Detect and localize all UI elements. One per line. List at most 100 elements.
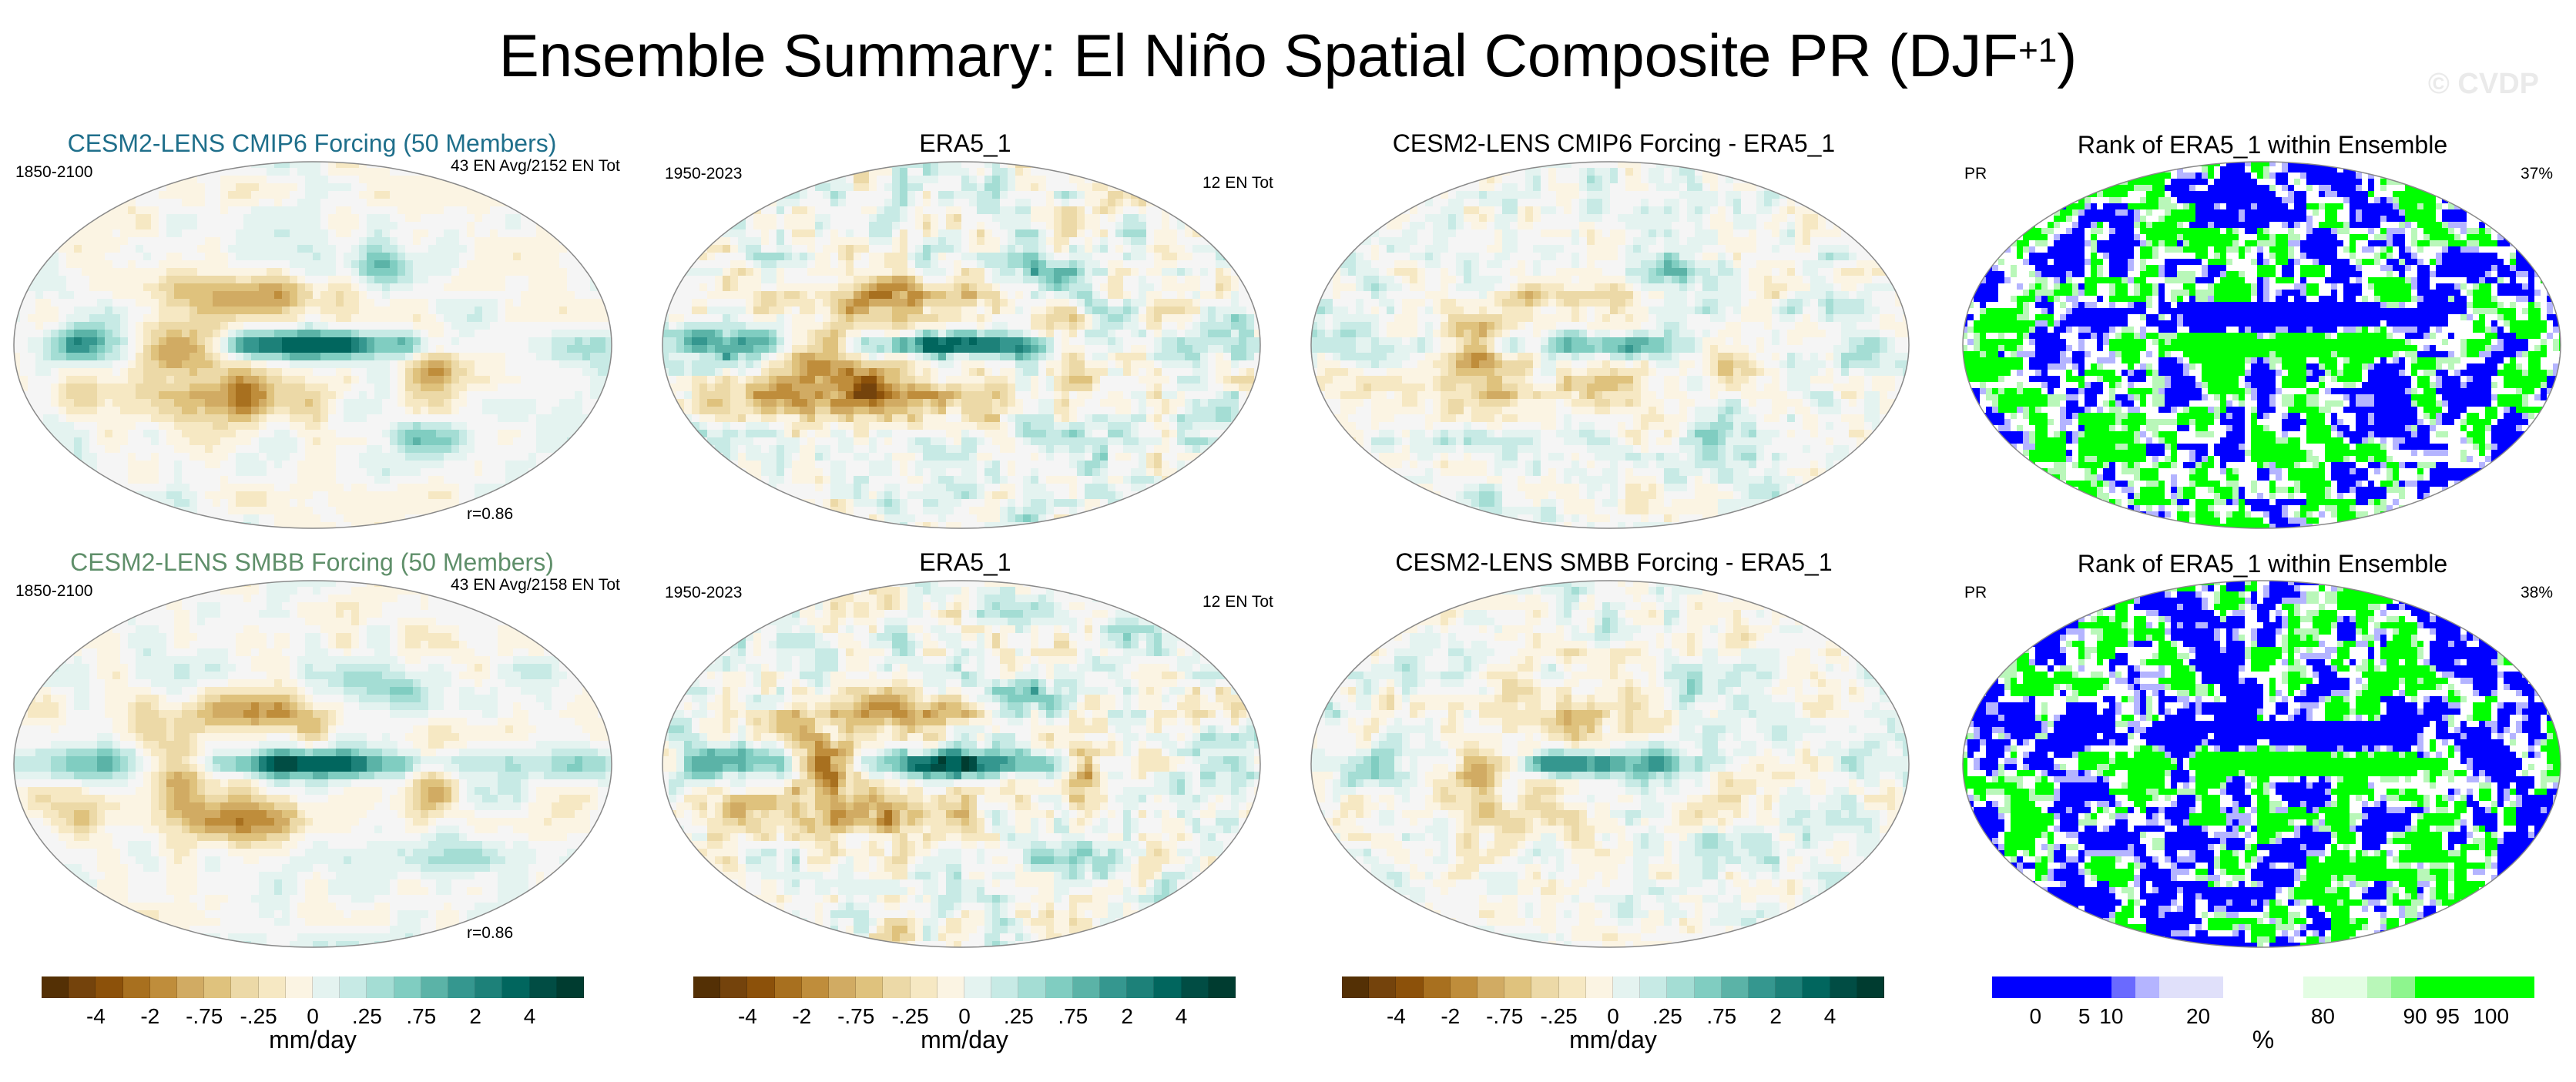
map-cell <box>528 445 537 454</box>
map-cell <box>367 414 375 423</box>
map-cell <box>82 214 90 223</box>
map-cell <box>259 499 267 508</box>
map-cell <box>961 330 970 338</box>
map-cell <box>328 276 337 284</box>
map-cell <box>984 353 993 361</box>
map-cell <box>305 376 314 384</box>
map-cell <box>1077 368 1085 377</box>
map-cell <box>1131 322 1139 330</box>
map-cell <box>290 314 298 323</box>
map-cell <box>351 430 360 438</box>
map-cell <box>1085 214 1093 223</box>
map-cell <box>590 268 599 276</box>
map-cell <box>938 314 947 323</box>
map-cell <box>823 307 831 315</box>
map-cell <box>182 430 190 438</box>
map-cell <box>931 199 939 207</box>
map-cell <box>1192 307 1201 315</box>
pattern-correlation: r=0.86 <box>467 505 513 524</box>
map-cell <box>1185 345 1193 353</box>
map-cell <box>274 360 283 369</box>
map-cell <box>74 414 82 423</box>
map-cell <box>182 299 190 307</box>
map-cell <box>954 183 962 192</box>
map-cell <box>1169 368 1178 377</box>
map-cell <box>413 414 421 423</box>
map-cell <box>1185 353 1193 361</box>
map-cell <box>900 168 908 176</box>
map-cell <box>730 360 739 369</box>
map-cell <box>838 199 847 207</box>
map-cell <box>1046 176 1055 184</box>
map-cell <box>197 453 206 461</box>
map-cell <box>390 476 398 484</box>
map-cell <box>1038 291 1047 300</box>
map-cell <box>97 468 106 477</box>
map-cell <box>413 268 421 276</box>
map-cell <box>1023 376 1031 384</box>
map-cell <box>1077 345 1085 353</box>
map-cell <box>746 337 754 346</box>
map-cell <box>213 453 221 461</box>
map-cell <box>1231 368 1239 377</box>
map-cell <box>143 453 152 461</box>
map-cell <box>575 268 583 276</box>
map-cell <box>954 283 962 292</box>
map-cell <box>213 376 221 384</box>
map-cell <box>259 514 267 523</box>
map-cell <box>846 345 854 353</box>
map-cell <box>938 376 947 384</box>
map-cell <box>413 307 421 315</box>
map-cell <box>236 368 244 377</box>
map-cell <box>166 391 175 400</box>
map-cell <box>854 276 862 284</box>
map-cell <box>490 430 498 438</box>
map-cell <box>82 368 90 377</box>
map-cell <box>66 307 75 315</box>
map-cell <box>166 484 175 492</box>
map-cell <box>552 353 560 361</box>
map-cell <box>205 253 213 261</box>
map-cell <box>761 283 770 292</box>
map-cell <box>931 283 939 292</box>
map-cell <box>274 514 283 523</box>
map-cell <box>120 368 129 377</box>
map-cell <box>267 268 275 276</box>
map-cell <box>723 322 731 330</box>
map-cell <box>467 384 475 392</box>
map-cell <box>174 314 183 323</box>
map-cell <box>413 368 421 377</box>
map-cell <box>251 522 260 528</box>
map-cell <box>521 368 529 377</box>
map-cell <box>582 330 591 338</box>
map-cell <box>128 330 136 338</box>
map-cell <box>305 345 314 353</box>
map-cell <box>1008 268 1016 276</box>
map-cell <box>605 353 612 361</box>
map-cell <box>397 499 406 508</box>
map-cell <box>846 214 854 223</box>
map-cell <box>390 384 398 392</box>
map-cell <box>707 368 716 377</box>
map-cell <box>297 299 306 307</box>
map-cell <box>498 206 506 215</box>
map-cell <box>243 430 252 438</box>
map-cell <box>444 422 452 430</box>
map-cell <box>498 376 506 384</box>
map-cell <box>1092 353 1101 361</box>
map-cell <box>297 499 306 508</box>
map-cell <box>344 384 352 392</box>
map-cell <box>1023 345 1031 353</box>
map-cell <box>444 360 452 369</box>
map-cell <box>567 391 575 400</box>
map-cell <box>1254 299 1260 307</box>
map-cell <box>66 268 75 276</box>
map-cell <box>1000 268 1008 276</box>
map-cell <box>923 299 931 307</box>
map-cell <box>1131 206 1139 215</box>
map-cell <box>467 322 475 330</box>
map-cell <box>174 222 183 230</box>
map-cell <box>197 206 206 215</box>
map-cell <box>1038 368 1047 377</box>
map-cell <box>1108 360 1116 369</box>
